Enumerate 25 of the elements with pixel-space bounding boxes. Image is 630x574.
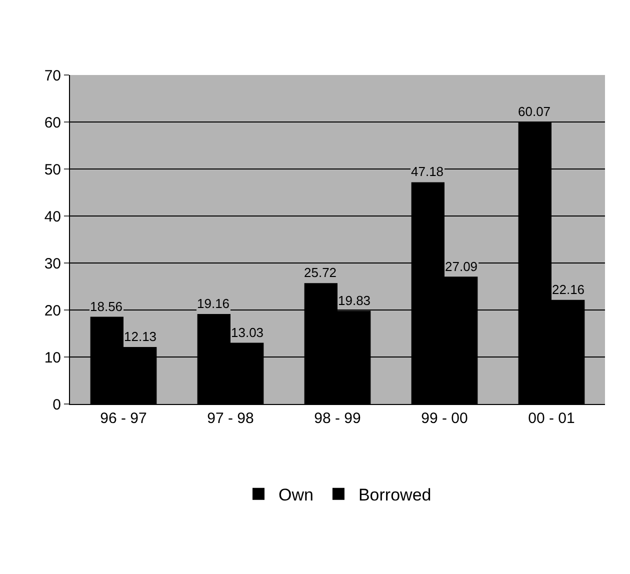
x-tick-label: 00 - 01 [528,410,575,427]
data-label: 13.03 [231,325,264,340]
x-tick-label: 98 - 99 [314,410,361,427]
data-label: 25.72 [304,265,337,280]
y-tick-label: 40 [44,208,61,226]
y-tick-label: 10 [44,349,61,366]
data-label: 22.16 [552,282,585,297]
y-tick-label: 0 [52,396,61,414]
x-tick-label: 97 - 98 [207,410,254,427]
y-tick-label: 50 [44,161,61,178]
x-tick-label: 99 - 00 [421,410,468,427]
data-label: 19.83 [338,293,371,308]
legend-label: Borrowed [358,486,432,505]
data-label: 47.18 [411,164,444,179]
legend-label: Own [278,486,314,505]
data-label: 18.56 [90,299,123,314]
x-tick-label: 96 - 97 [100,410,147,427]
data-label: 12.13 [124,329,157,344]
y-tick-label: 20 [44,302,61,320]
y-tick-label: 30 [44,255,61,272]
data-label: 19.16 [197,296,230,311]
y-tick-label: 70 [44,67,61,84]
y-tick-label: 60 [44,114,61,132]
data-label: 27.09 [445,259,478,274]
data-label: 60.07 [518,104,551,119]
